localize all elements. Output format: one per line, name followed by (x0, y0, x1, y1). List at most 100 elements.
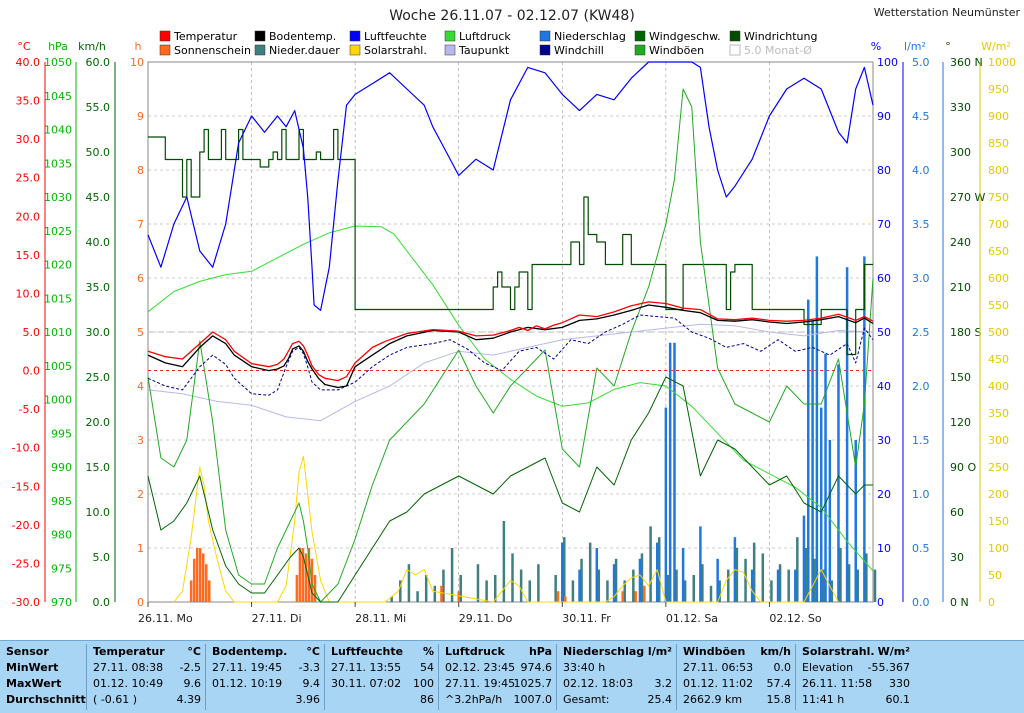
precipitation-bar (837, 364, 840, 602)
precip-duration-bar (787, 569, 790, 602)
stats-avg-label: Durchschnitt (6, 693, 86, 706)
stats-avg-row: ^3.2hPa/h 1007.0 (439, 692, 556, 708)
axis-tick-label: 10 (130, 56, 144, 69)
legend-swatch (254, 44, 266, 56)
sunshine-bar (192, 558, 196, 602)
x-tick-label: 30.11. Fr (562, 612, 611, 625)
axis-tick-label: 1000 (988, 56, 1016, 69)
stats-max-label: 26.11. 11:58 (802, 677, 873, 690)
axis-tick-label: 970 (51, 596, 72, 609)
precip-duration-bar (839, 548, 842, 602)
temperature-line (147, 301, 874, 382)
sunshine-bar (621, 591, 624, 602)
axis-tick-label: 980 (51, 529, 72, 542)
stats-min-row: 27.11. 08:38 -2.5 (87, 660, 205, 676)
axis-tick-label: 600 (988, 272, 1009, 285)
sunshine-bar (208, 580, 211, 602)
stats-min-row: 27.11. 19:45 -3.3 (206, 660, 324, 676)
axis-tick-label: 700 (988, 218, 1009, 231)
stats-max-label: 27.11. 19:45 (445, 677, 516, 690)
stats-max-label: 01.12. 10:19 (212, 677, 283, 690)
stats-avg-row: 2662.9 km 15.8 (677, 692, 795, 708)
precipitation-bar (828, 440, 832, 602)
axis-tick-label: 10.0 (86, 506, 111, 519)
sunshine-bar (440, 585, 443, 602)
stats-avg-label: 11:41 h (802, 693, 845, 706)
stats-avg-value: 3.96 (295, 693, 321, 706)
stats-min-row: 27.11. 13:55 54 (325, 660, 438, 676)
precip-duration-bar (701, 564, 704, 602)
precip-duration-bar (493, 575, 497, 602)
axis-tick-label: 210 (950, 281, 971, 294)
wind-direction-line (148, 128, 873, 356)
precip-duration-bar (597, 569, 601, 602)
stats-min-value: 54 (420, 661, 434, 674)
sunshine-bar (201, 553, 205, 602)
axis-unit: hPa (48, 40, 68, 53)
precip-duration-bar (761, 553, 765, 602)
precipitation-bar (802, 515, 806, 602)
precip-duration-bar (709, 585, 713, 602)
legend-swatch (349, 44, 361, 56)
axis-tick-label: 5.0 (93, 551, 111, 564)
axis-tick-label: 150 (950, 371, 971, 384)
precip-duration-bar (649, 526, 652, 602)
stats-avg-value: 1007.0 (513, 693, 553, 706)
stats-min-label: 27.11. 06:53 (683, 661, 754, 674)
precipitation-bar (807, 299, 810, 602)
humidity-line (147, 61, 874, 311)
precip-duration-bar (666, 575, 670, 602)
precip-duration-bar (571, 580, 575, 602)
stats-max-label: 01.12. 10:49 (93, 677, 164, 690)
axis-tick-label: 350 (988, 407, 1009, 420)
precip-duration-bar (718, 580, 721, 602)
stats-min-label: Elevation (802, 661, 854, 674)
stats-min-value: -3.3 (298, 661, 320, 674)
axis-tick-label: 50 (877, 326, 891, 339)
precip-duration-bar (407, 564, 411, 602)
axis-tick-label: 9 (137, 110, 144, 123)
precip-duration-bar (476, 564, 480, 602)
precip-duration-bar (450, 548, 454, 602)
axis-tick-label: 0.0 (912, 596, 930, 609)
sunshine-bar (643, 585, 646, 602)
stats-avg-label: ( -0.61 ) (93, 693, 138, 706)
axis-tick-label: 45.0 (86, 191, 111, 204)
legend-label: Nieder.dauer (269, 44, 340, 57)
stats-min-label: 27.11. 08:38 (93, 661, 164, 674)
precip-duration-bar (606, 580, 609, 602)
axis-tick-label: 0.0 (93, 596, 111, 609)
precipitation-bar (561, 542, 564, 602)
stats-min-value: 974.6 (520, 661, 553, 674)
axis-tick-label: 985 (51, 495, 72, 508)
axis-tick-label: 60 (877, 272, 891, 285)
precip-duration-bar (744, 558, 747, 602)
stats-avg-row: 86 (325, 692, 438, 708)
axis-tick-label: 35.0 (86, 281, 111, 294)
stats-avg-row: ( -0.61 ) 4.39 (87, 692, 205, 708)
axis-tick-label: 0.5 (912, 542, 930, 555)
axis-tick-label: 20 (877, 488, 891, 501)
stats-max-row: 01.12. 10:49 9.6 (87, 676, 205, 692)
precipitation-bar (664, 407, 668, 602)
legend-label: Temperatur (173, 30, 238, 43)
axis-tick-label: 1030 (44, 191, 72, 204)
precip-duration-bar (727, 569, 730, 602)
axis-tick-label: 500 (988, 326, 1009, 339)
sunshine-bar (556, 591, 560, 602)
axis-tick-label: 5 (137, 326, 144, 339)
axis-tick-label: -25.0 (12, 557, 40, 570)
stats-avg-row: 11:41 h 60.1 (796, 692, 914, 708)
legend-swatch (444, 44, 456, 56)
stats-column: Niederschlag l/m² 33:40 h 02.12. 18:03 3.2 Ge… (556, 644, 676, 710)
sunshine-bar (313, 575, 317, 602)
precipitation-bar (794, 569, 797, 602)
sunshine-bar (307, 548, 311, 602)
axis-tick-label: 30.0 (86, 326, 111, 339)
axis-tick-label: 1045 (44, 90, 72, 103)
precip-duration-bar (770, 580, 773, 602)
axis-tick-label: 990 (51, 461, 72, 474)
stats-sensor-value: W/m² (877, 645, 910, 658)
axis-tick-label: 150 (988, 515, 1009, 528)
axis-tick-label: 995 (51, 427, 72, 440)
